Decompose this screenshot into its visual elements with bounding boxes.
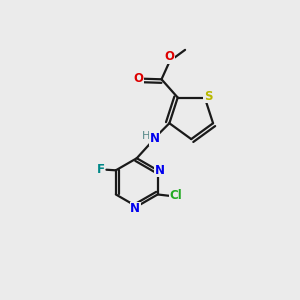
Text: O: O: [133, 72, 143, 85]
Text: N: N: [155, 164, 165, 177]
Text: O: O: [165, 50, 175, 63]
Text: Cl: Cl: [170, 189, 183, 203]
Text: H: H: [142, 131, 151, 141]
Text: N: N: [130, 202, 140, 215]
Text: F: F: [97, 163, 104, 176]
Text: N: N: [150, 132, 160, 145]
Text: S: S: [204, 90, 212, 103]
